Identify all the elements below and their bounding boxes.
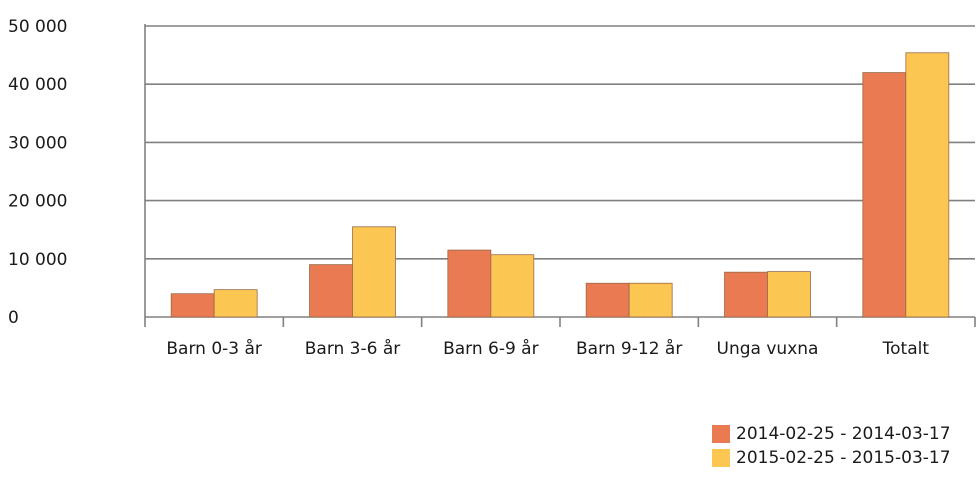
bar-series-1 <box>170 293 215 318</box>
y-tick-label: 20 000 <box>8 192 67 212</box>
legend-item-series-2: 2015-02-25 - 2015-03-17 <box>712 446 951 470</box>
x-tick-label: Barn 3-6 år <box>305 338 401 359</box>
bar-series-2 <box>490 254 535 318</box>
legend-label-series-1: 2014-02-25 - 2014-03-17 <box>736 424 951 444</box>
bar-series-1 <box>862 72 907 318</box>
bar-series-1 <box>447 249 492 318</box>
bar-series-2 <box>628 282 673 318</box>
bar-series-2 <box>352 226 396 318</box>
chart-legend: 2014-02-25 - 2014-03-17 2015-02-25 - 201… <box>712 422 951 470</box>
y-tick-label: 0 <box>8 308 19 328</box>
legend-label-series-2: 2015-02-25 - 2015-03-17 <box>736 448 951 468</box>
x-tick-label: Unga vuxna <box>717 339 819 359</box>
bar-series-1 <box>309 264 353 318</box>
legend-item-series-1: 2014-02-25 - 2014-03-17 <box>712 422 951 446</box>
y-tick-label: 10 000 <box>8 250 67 270</box>
y-tick-label: 50 000 <box>8 17 67 37</box>
y-tick-label: 30 000 <box>8 133 67 153</box>
bar-series-1 <box>724 271 768 318</box>
x-tick-label: Barn 6-9 år <box>443 338 539 359</box>
legend-swatch-series-1 <box>712 425 730 443</box>
bar-series-2 <box>767 271 811 318</box>
y-tick-label: 40 000 <box>8 75 67 95</box>
x-tick-label: Barn 9-12 år <box>576 338 682 359</box>
bar-series-2 <box>213 289 258 318</box>
x-tick-label: Barn 0-3 år <box>166 338 262 359</box>
legend-swatch-series-2 <box>712 449 730 467</box>
bar-series-2 <box>905 52 950 318</box>
x-tick-label: Totalt <box>882 339 930 359</box>
bar-series-1 <box>585 282 630 318</box>
